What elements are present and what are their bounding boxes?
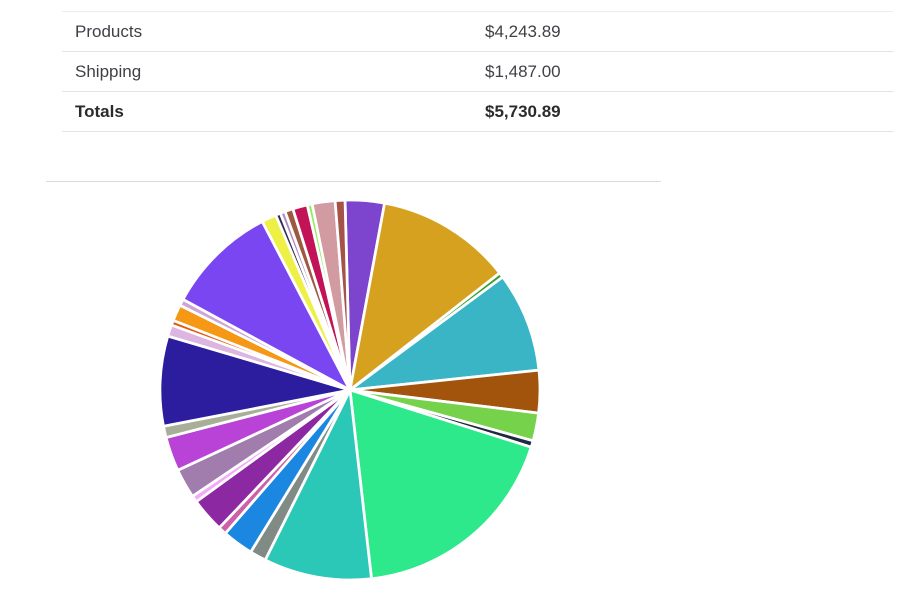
table-row-shipping: Shipping $1,487.00 bbox=[62, 52, 893, 92]
row-label: Totals bbox=[75, 101, 124, 121]
table-row-products: Products $4,243.89 bbox=[62, 12, 893, 52]
sales-pie-chart bbox=[150, 185, 555, 590]
section-divider bbox=[46, 181, 661, 182]
pie-chart-svg bbox=[158, 198, 542, 582]
order-totals-table: Products $4,243.89 Shipping $1,487.00 To… bbox=[62, 11, 893, 132]
row-label: Products bbox=[75, 21, 143, 41]
pie-slice-teal bbox=[348, 275, 541, 392]
pie-slice-goldenrod bbox=[348, 201, 502, 392]
pie-slice-turquoise bbox=[263, 388, 373, 582]
row-value: $1,487.00 bbox=[485, 61, 561, 81]
pie-slice-dark-red bbox=[333, 198, 352, 392]
row-value: $5,730.89 bbox=[485, 101, 561, 121]
pie-slice-violet bbox=[181, 220, 352, 392]
row-value: $4,243.89 bbox=[485, 21, 561, 41]
table-row-totals: Totals $5,730.89 bbox=[62, 92, 893, 132]
pie-slice-spring-green bbox=[348, 388, 533, 581]
row-label: Shipping bbox=[75, 61, 142, 81]
